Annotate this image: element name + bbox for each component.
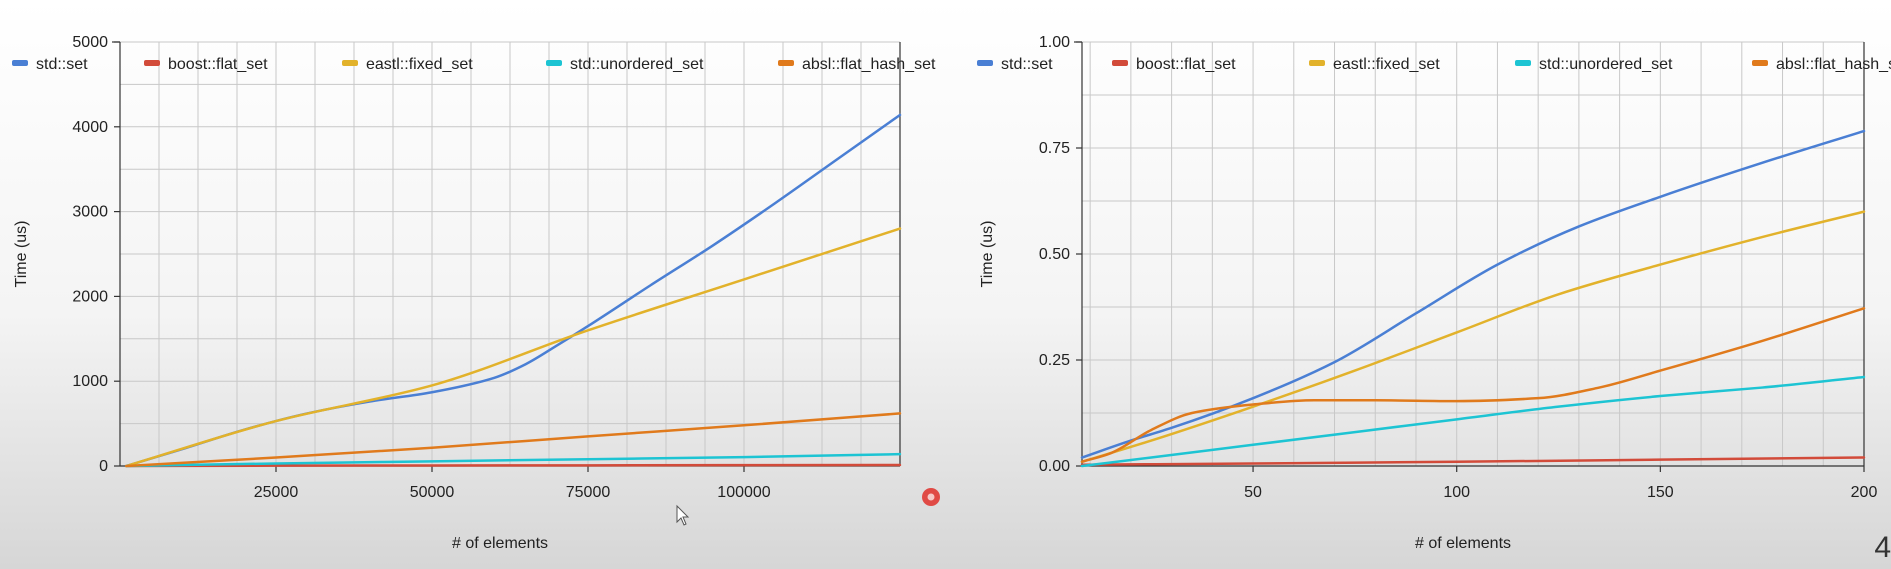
legend-swatch	[1309, 60, 1325, 66]
legend-swatch	[12, 60, 28, 66]
y-tick-label: 0	[99, 458, 108, 475]
x-axis-title: # of elements	[452, 535, 548, 552]
page-number: 4	[1874, 531, 1891, 564]
series-lines	[124, 113, 902, 468]
legend-label: absl::flat_hash_set	[1776, 56, 1891, 73]
series-line-eastl-fixed-set	[124, 227, 902, 468]
y-tick-label: 3000	[72, 204, 108, 221]
y-axis-title: Time (us)	[13, 221, 30, 288]
legend-item-boost-flat-set: boost::flat_set	[1112, 56, 1236, 73]
legend-item-absl-flat-hash-set: absl::flat_hash_set	[1752, 56, 1891, 73]
y-tick-label: 0.75	[1039, 140, 1070, 157]
legend-item-absl-flat-hash-set: absl::flat_hash_set	[778, 56, 936, 73]
legend: std::set boost::flat_set eastl::fixed_set s…	[977, 56, 1891, 73]
legend-swatch	[342, 60, 358, 66]
series-line-eastl-fixed-set	[1080, 210, 1866, 464]
legend-swatch	[1515, 60, 1531, 66]
series-line-absl-flat-hash-set	[1080, 307, 1866, 464]
series-line-std-unordered-set	[1080, 375, 1866, 468]
x-axis-title: # of elements	[1415, 535, 1511, 552]
y-tick-label: 0.25	[1039, 352, 1070, 369]
gridlines	[120, 41, 901, 466]
right-chart: 0.00 0.25 0.50 0.75 1.00 50 100 150 200 Time (us)…	[977, 34, 1891, 552]
legend-swatch	[778, 60, 794, 66]
legend-item-std-unordered-set: std::unordered_set	[546, 56, 704, 73]
legend-label: eastl::fixed_set	[366, 56, 473, 73]
legend-swatch	[144, 60, 160, 66]
legend-item-boost-flat-set: boost::flat_set	[144, 56, 268, 73]
left-chart: 0 1000 2000 3000 4000 5000 25000 50000 75000 1000…	[12, 34, 936, 552]
y-tick-label: 5000	[72, 34, 108, 51]
legend-swatch	[977, 60, 993, 66]
legend-label: std::unordered_set	[570, 56, 704, 73]
y-axis-title: Time (us)	[979, 221, 996, 288]
series-line-std-unordered-set	[124, 452, 902, 468]
mouse-cursor-icon	[676, 504, 690, 526]
legend-label: boost::flat_set	[168, 56, 268, 73]
legend-label: std::set	[36, 56, 88, 73]
overlay-marks	[676, 488, 940, 526]
x-tick-label: 75000	[566, 484, 611, 501]
y-tick-label: 4000	[72, 119, 108, 136]
legend-label: boost::flat_set	[1136, 56, 1236, 73]
y-tick-label: 2000	[72, 288, 108, 305]
legend-item-eastl-fixed-set: eastl::fixed_set	[1309, 56, 1440, 73]
legend-label: std::unordered_set	[1539, 56, 1673, 73]
legend-swatch	[1112, 60, 1128, 66]
legend-swatch	[546, 60, 562, 66]
y-tick-label: 1000	[72, 373, 108, 390]
legend-swatch	[1752, 60, 1768, 66]
x-tick-label: 100	[1443, 484, 1470, 501]
y-tick-label: 1.00	[1039, 34, 1070, 51]
gridlines	[1082, 41, 1865, 466]
series-line-std-set	[124, 113, 902, 468]
x-tick-label: 150	[1647, 484, 1674, 501]
legend-item-std-set: std::set	[12, 56, 88, 73]
series-line-absl-flat-hash-set	[124, 412, 902, 468]
legend: std::set boost::flat_set eastl::fixed_set s…	[12, 56, 936, 73]
y-tick-label: 0.50	[1039, 246, 1070, 263]
series-line-boost-flat-set	[124, 463, 902, 468]
x-tick-label: 200	[1851, 484, 1878, 501]
y-tick-label: 0.00	[1039, 458, 1070, 475]
series-line-std-set	[1080, 129, 1866, 459]
record-indicator-center	[927, 493, 935, 501]
x-tick-label: 50	[1244, 484, 1262, 501]
x-tick-label: 50000	[410, 484, 455, 501]
x-tick-label: 100000	[717, 484, 770, 501]
legend-item-std-set: std::set	[977, 56, 1053, 73]
legend-item-std-unordered-set: std::unordered_set	[1515, 56, 1673, 73]
series-lines	[1080, 129, 1866, 468]
legend-label: absl::flat_hash_set	[802, 56, 936, 73]
legend-item-eastl-fixed-set: eastl::fixed_set	[342, 56, 473, 73]
series-line-boost-flat-set	[1080, 456, 1866, 466]
legend-label: eastl::fixed_set	[1333, 56, 1440, 73]
legend-label: std::set	[1001, 56, 1053, 73]
x-tick-label: 25000	[254, 484, 299, 501]
